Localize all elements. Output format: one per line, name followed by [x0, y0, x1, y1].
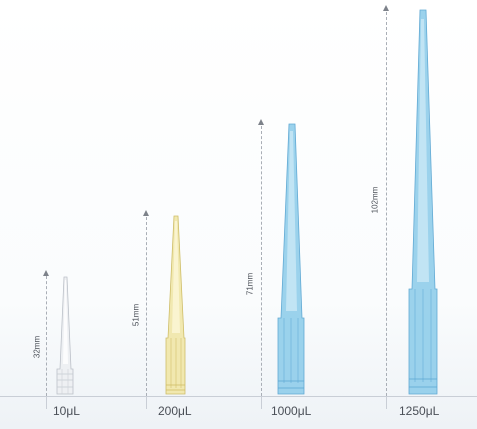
arrow-icon [43, 270, 49, 276]
pipette-tip-200ul [165, 215, 186, 395]
baseline-tick [261, 397, 262, 409]
height-guide-1000ul [261, 126, 262, 396]
pipette-tip-1250ul [408, 9, 438, 395]
height-label-1000ul: 71mm [245, 272, 255, 296]
baseline-tick [146, 397, 147, 409]
height-label-200ul: 51mm [131, 303, 141, 327]
height-label-1250ul: 102mm [370, 186, 380, 214]
volume-label-10ul: 10μL [53, 404, 80, 418]
height-guide-10ul [46, 276, 47, 396]
arrow-icon [383, 5, 389, 11]
height-guide-1250ul [386, 12, 387, 396]
baseline-tick [386, 397, 387, 409]
arrow-icon [143, 210, 149, 216]
arrow-icon [258, 119, 264, 125]
baseline [0, 396, 477, 397]
volume-label-1250ul: 1250μL [399, 404, 440, 418]
baseline-tick [46, 397, 47, 409]
pipette-tip-10ul [56, 276, 74, 395]
volume-label-200ul: 200μL [158, 404, 192, 418]
pipette-tip-1000ul [277, 123, 305, 395]
height-label-10ul: 32mm [32, 335, 42, 359]
volume-label-1000ul: 1000μL [271, 404, 312, 418]
height-guide-200ul [146, 217, 147, 396]
